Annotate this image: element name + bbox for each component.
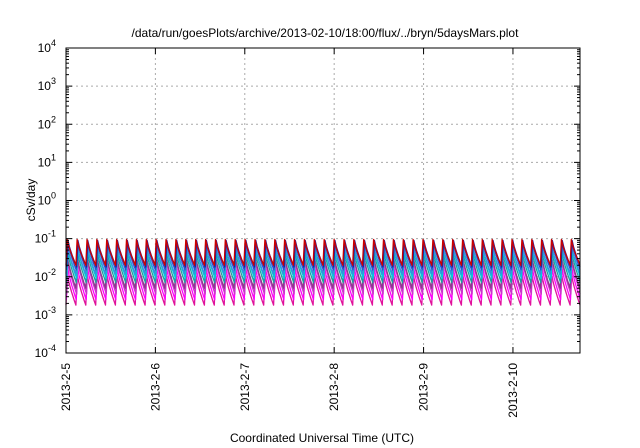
y-tick-label: 10-3 [35, 305, 56, 322]
x-tick-label: 2013-2-7 [238, 363, 252, 411]
y-tick-label: 101 [38, 152, 56, 169]
x-tick-label: 2013-2-8 [327, 363, 341, 411]
series-line [65, 255, 581, 289]
chart-title: /data/run/goesPlots/archive/2013-02-10/1… [132, 26, 520, 40]
x-axis: 2013-2-5 2013-2-6 2013-2-7 2013-2-8 2013-2-9… [59, 48, 520, 418]
y-tick-label: 10-4 [35, 343, 56, 360]
series-line [65, 243, 581, 275]
y-tick-label: 10-1 [35, 229, 56, 246]
y-tick-label: 100 [38, 191, 56, 208]
x-tick-label: 2013-2-9 [417, 363, 431, 411]
x-tick-label: 2013-2-10 [506, 363, 520, 418]
y-axis-label: cSv/day [24, 179, 38, 222]
series-line [65, 238, 581, 266]
x-tick-label: 2013-2-5 [59, 363, 73, 411]
x-tick-label: 2013-2-6 [148, 363, 162, 411]
y-tick-label: 103 [38, 76, 56, 93]
grid-lines [66, 48, 580, 353]
y-axis: 10-4 10-3 10-2 10-1 100 101 102 103 104 [35, 38, 580, 360]
y-tick-label: 104 [38, 38, 56, 55]
series-line [65, 266, 581, 301]
series-line [65, 251, 581, 284]
series-line [65, 273, 581, 306]
y-tick-label: 102 [38, 114, 56, 131]
x-axis-label: Coordinated Universal Time (UTC) [230, 431, 414, 445]
series-group [65, 238, 581, 306]
y-tick-label: 10-2 [35, 267, 56, 284]
